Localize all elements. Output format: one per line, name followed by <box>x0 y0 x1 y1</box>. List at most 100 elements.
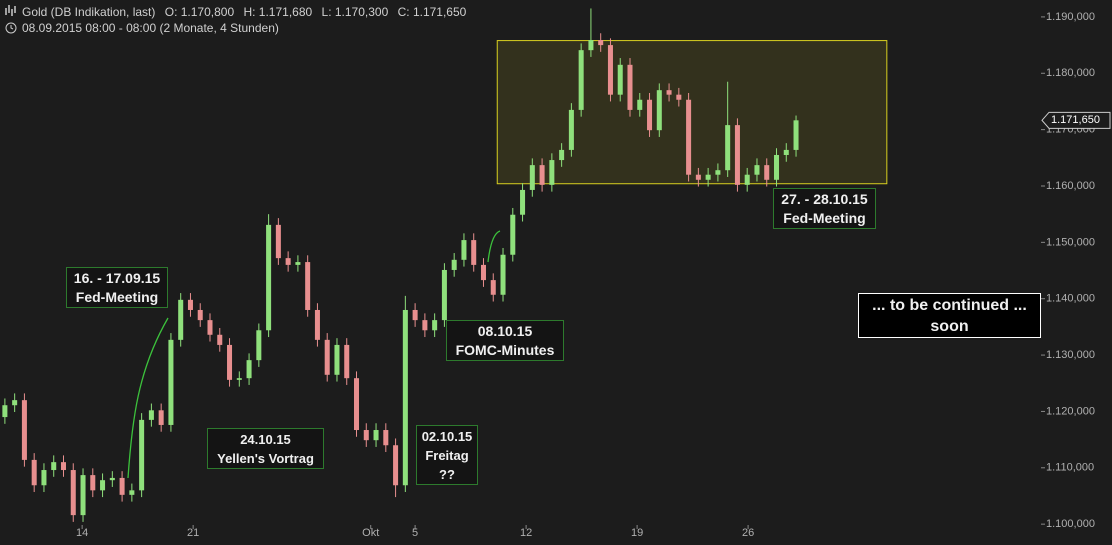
candle-body <box>676 94 682 100</box>
candle-body <box>529 165 535 190</box>
candle-body <box>734 125 740 185</box>
annotation-text: 16. - 17.09.15 <box>73 270 161 286</box>
candle-body <box>705 174 711 180</box>
candle-body <box>12 400 18 406</box>
candle-body <box>559 149 565 161</box>
annotation-text: soon <box>930 318 969 335</box>
candle-body <box>607 45 613 95</box>
candle-body <box>783 149 789 155</box>
annotation-box: 16. - 17.09.15 Fed-Meeting <box>66 267 168 308</box>
candle-body <box>178 299 184 340</box>
y-tick-label: 1.150,000 <box>1046 236 1095 248</box>
ohlc-value: L: 1.170,300 <box>321 5 389 19</box>
candle-body <box>773 154 780 180</box>
candle-body <box>295 262 301 265</box>
candle-body <box>158 410 164 425</box>
annotation-text: Fed-Meeting <box>75 289 159 305</box>
candle-body <box>480 264 486 281</box>
candle-body <box>217 334 223 345</box>
annotation-text: FOMC-Minutes <box>455 342 555 358</box>
candle-body <box>412 309 418 321</box>
annotation-text: Fed-Meeting <box>783 210 866 226</box>
y-tick-label: 1.190,000 <box>1046 11 1095 23</box>
candle-body <box>236 378 242 380</box>
candle-body <box>500 254 506 295</box>
candle-body <box>715 170 721 175</box>
candle-body <box>754 165 760 175</box>
candle-body <box>578 50 584 110</box>
candle-body <box>422 320 428 331</box>
y-tick-label: 1.140,000 <box>1046 293 1095 305</box>
annotation-text: 02.10.15 <box>421 429 473 444</box>
candle-body <box>451 259 457 270</box>
x-tick-label: 14 <box>76 527 88 539</box>
annotation-text: 08.10.15 <box>477 323 533 339</box>
header-line: Gold (DB Indikation, last) O: 1.170,800 … <box>22 5 472 19</box>
candle-body <box>568 109 574 150</box>
candle-body <box>549 160 555 185</box>
annotation-text: Yellen's Vortrag <box>217 451 314 466</box>
candle-body <box>617 64 623 95</box>
candle-body <box>432 320 438 331</box>
candle-body <box>197 309 203 321</box>
chart-icon <box>5 5 16 16</box>
candle-body <box>109 477 115 481</box>
candle-body <box>647 99 653 131</box>
candle-body <box>490 280 496 295</box>
candle-body <box>41 470 47 486</box>
clock-icon <box>5 22 17 34</box>
candle-body <box>666 90 672 95</box>
candle-body <box>471 240 477 265</box>
annotation-text: 27. - 28.10.15 <box>781 191 868 207</box>
instrument-title: Gold (DB Indikation, last) <box>22 5 156 19</box>
x-tick-label: 26 <box>742 527 754 539</box>
candle-body <box>744 174 750 185</box>
last-price-label: 1.171,650 <box>1051 114 1100 126</box>
candle-body <box>373 430 379 441</box>
annotation-text: ?? <box>439 467 455 482</box>
candle-body <box>70 470 76 516</box>
candle-body <box>598 40 604 46</box>
candle-body <box>656 90 662 131</box>
x-tick-label: 21 <box>187 527 199 539</box>
candle-body <box>725 125 731 171</box>
candle-body <box>60 462 66 471</box>
candle-body <box>539 165 545 185</box>
candle-body <box>51 462 57 471</box>
y-tick-label: 1.160,000 <box>1046 180 1095 192</box>
candle-body <box>256 330 262 361</box>
candle-body <box>627 64 633 110</box>
candle-body <box>764 165 770 180</box>
arrow-curve <box>487 230 501 263</box>
candle-body <box>793 120 799 150</box>
annotation-text: 24.10.15 <box>240 432 291 447</box>
candle-body <box>402 309 408 486</box>
candle-body <box>80 475 86 516</box>
candle-body <box>2 405 8 418</box>
x-tick-label: 12 <box>520 527 532 539</box>
candle-body <box>324 339 330 375</box>
candle-body <box>168 339 174 425</box>
candle-body <box>246 360 252 379</box>
candle-body <box>227 344 233 380</box>
y-tick-label: 1.120,000 <box>1046 405 1095 417</box>
ohlc-value: C: 1.171,650 <box>397 5 467 19</box>
x-tick-label: 19 <box>631 527 643 539</box>
candle-body <box>314 309 320 340</box>
candle-body <box>275 224 281 259</box>
candle-body <box>207 320 213 335</box>
candle-body <box>344 344 350 379</box>
annotation-box: ... to be continued ... soon <box>858 293 1041 338</box>
candle-body <box>119 477 125 495</box>
candle-body <box>383 430 389 446</box>
ohlc-value: O: 1.170,800 <box>164 5 235 19</box>
annotation-box: 08.10.15 FOMC-Minutes <box>446 320 564 361</box>
candle-body <box>637 99 643 110</box>
candle-body <box>461 240 467 260</box>
candle-body <box>441 269 447 321</box>
candle-body <box>353 378 360 431</box>
y-tick-label: 1.110,000 <box>1046 462 1094 474</box>
annotation-text: ... to be continued ... <box>872 297 1027 314</box>
